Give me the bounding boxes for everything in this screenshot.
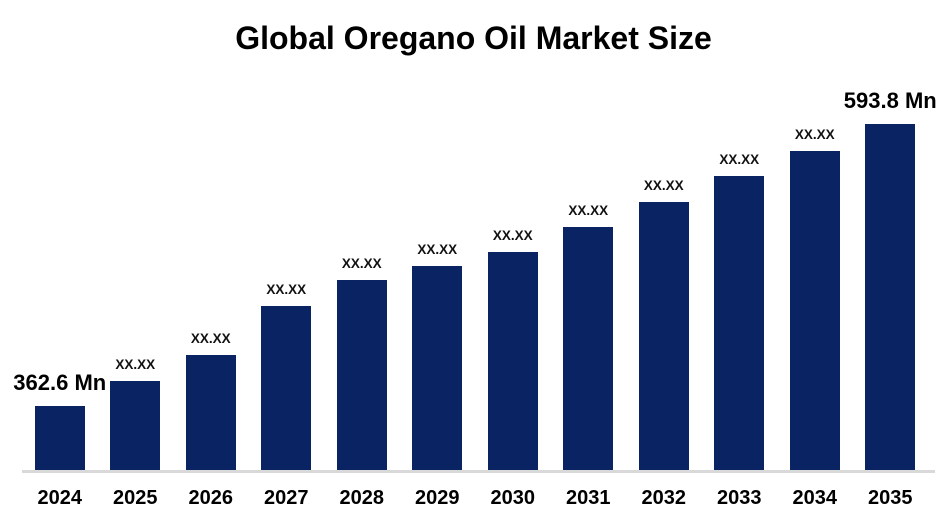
x-axis-tick-label: 2026 bbox=[188, 487, 234, 509]
x-axis-tick-label: 2028 bbox=[339, 487, 385, 509]
bar-value-label: XX.XX bbox=[568, 203, 609, 219]
bar bbox=[789, 151, 840, 470]
bar bbox=[185, 355, 236, 470]
bar-group-2032: XX.XX bbox=[626, 178, 702, 470]
x-axis-tick-label: 2024 bbox=[37, 487, 83, 509]
bar-group-2035: 593.8 Mn bbox=[844, 88, 937, 470]
bar-group-2033: XX.XX bbox=[702, 152, 778, 470]
bar-value-label: XX.XX bbox=[115, 357, 156, 373]
bar bbox=[487, 252, 538, 470]
x-axis-tick-label: 2031 bbox=[566, 487, 611, 509]
x-axis-tick-label: 2032 bbox=[641, 487, 687, 509]
bar-value-label: XX.XX bbox=[417, 242, 458, 258]
bar bbox=[563, 227, 614, 470]
chart-title: Global Oregano Oil Market Size bbox=[235, 20, 712, 56]
bar bbox=[336, 280, 387, 470]
x-axis-tick-label: 2025 bbox=[113, 487, 158, 509]
bar-value-label: XX.XX bbox=[190, 331, 231, 347]
plot-area: 362.6 Mn XX.XX XX.XX XX.XX XX.XX XX.XX XX.XX XX… bbox=[13, 0, 937, 470]
bar-group-2029: XX.XX bbox=[400, 242, 476, 470]
x-axis-tick-label: 2030 bbox=[490, 487, 536, 509]
x-axis: 2024 2025 2026 2027 2028 2029 2030 2031 2032 2033… bbox=[22, 487, 928, 510]
bar bbox=[34, 406, 85, 470]
bar-group-2026: XX.XX bbox=[173, 331, 249, 470]
x-axis-line bbox=[22, 470, 935, 473]
bar bbox=[865, 124, 916, 470]
bar-group-2024: 362.6 Mn bbox=[13, 370, 106, 470]
bar-value-label: XX.XX bbox=[719, 152, 760, 168]
x-axis-tick-label: 2033 bbox=[717, 487, 762, 509]
bar-value-label: 593.8 Mn bbox=[843, 87, 937, 113]
bar bbox=[110, 381, 161, 470]
x-axis-tick-label: 2035 bbox=[868, 487, 913, 509]
bar bbox=[412, 266, 463, 470]
bar-value-label: XX.XX bbox=[643, 178, 684, 194]
x-axis-tick-label: 2029 bbox=[415, 487, 460, 509]
bar-group-2028: XX.XX bbox=[324, 256, 400, 470]
bar bbox=[261, 306, 312, 470]
bar-group-2030: XX.XX bbox=[475, 228, 551, 470]
x-axis-tick-label: 2027 bbox=[264, 487, 309, 509]
bar-group-2031: XX.XX bbox=[551, 203, 627, 470]
bar-value-label: XX.XX bbox=[341, 256, 382, 272]
bar-value-label: XX.XX bbox=[492, 228, 533, 244]
bar bbox=[638, 202, 689, 470]
bar bbox=[714, 176, 765, 470]
x-axis-tick-label: 2034 bbox=[792, 487, 838, 509]
bar-value-label: XX.XX bbox=[266, 282, 307, 298]
bar-group-2027: XX.XX bbox=[249, 282, 325, 470]
bar-value-label: 362.6 Mn bbox=[13, 369, 107, 395]
bar-group-2034: XX.XX bbox=[777, 127, 853, 470]
bar-group-2025: XX.XX bbox=[98, 357, 174, 470]
bar-value-label: XX.XX bbox=[794, 127, 835, 143]
